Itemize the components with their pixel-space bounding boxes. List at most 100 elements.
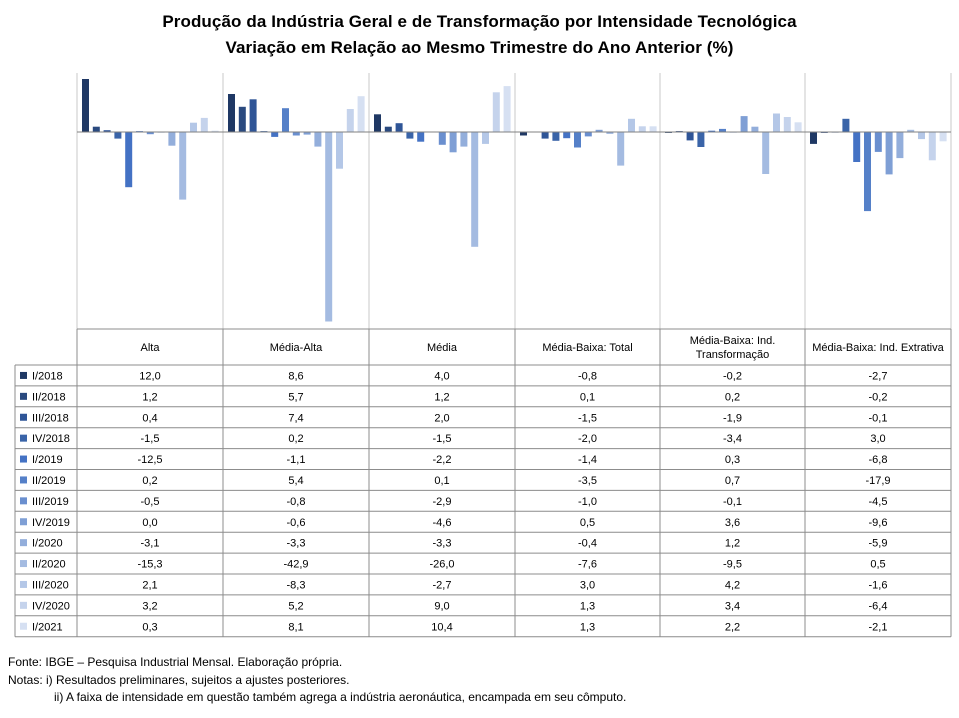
data-label: -1,5: [433, 433, 452, 445]
data-label: -2,1: [869, 621, 888, 633]
data-label: 0,2: [142, 475, 157, 487]
source-note: Fonte: IBGE – Pesquisa Industrial Mensal…: [8, 655, 343, 669]
legend-label: IV/2019: [32, 517, 70, 529]
bar: [168, 132, 176, 146]
data-label: -3,4: [723, 433, 742, 445]
data-label: 3,0: [580, 579, 595, 591]
chart-subtitle: Variação em Relação ao Mesmo Trimestre d…: [225, 38, 734, 57]
bar: [939, 132, 947, 142]
data-label: 7,4: [288, 412, 303, 424]
data-label: 4,2: [725, 579, 740, 591]
category-label: Alta: [141, 342, 161, 354]
data-label: -6,8: [869, 454, 888, 466]
note-2: ii) A faixa de intensidade em questão ta…: [54, 690, 627, 704]
bar: [200, 117, 208, 132]
legend-label: I/2021: [32, 621, 63, 633]
bar: [406, 132, 414, 139]
data-label: 3,4: [725, 600, 740, 612]
data-label: -0,4: [578, 538, 597, 550]
category-label: Média-Alta: [270, 342, 323, 354]
data-label: 0,3: [142, 621, 157, 633]
bar: [417, 132, 425, 142]
note-1: Notas: i) Resultados preliminares, sujei…: [8, 673, 350, 687]
bar: [103, 130, 111, 132]
legend-label: I/2020: [32, 538, 63, 550]
bar: [708, 130, 716, 132]
data-label: -3,3: [433, 538, 452, 550]
data-label: -0,5: [141, 496, 160, 508]
bar: [751, 126, 759, 132]
data-label: -0,2: [723, 370, 742, 382]
legend-label: IV/2018: [32, 433, 70, 445]
data-label: 1,2: [142, 391, 157, 403]
legend-swatch: [20, 580, 27, 588]
bar: [357, 96, 365, 132]
data-label: 0,2: [725, 391, 740, 403]
data-label: 0,5: [580, 517, 595, 529]
data-label: -1,1: [287, 454, 306, 466]
bar: [179, 132, 187, 200]
legend-label: III/2018: [32, 412, 69, 424]
bar: [146, 132, 154, 135]
bar: [460, 132, 468, 147]
bar: [606, 132, 614, 134]
data-label: -0,8: [287, 496, 306, 508]
data-label: -9,5: [723, 559, 742, 571]
bar: [783, 117, 791, 132]
data-label: 8,1: [288, 621, 303, 633]
data-label: -3,5: [578, 475, 597, 487]
bar: [740, 116, 748, 132]
bar: [346, 109, 354, 132]
data-label: -9,6: [869, 517, 888, 529]
data-label: -12,5: [137, 454, 162, 466]
legend-swatch: [20, 434, 27, 442]
bar: [649, 126, 657, 132]
bar: [686, 132, 694, 141]
bar: [384, 126, 392, 132]
data-label: 3,2: [142, 600, 157, 612]
data-label: -0,2: [869, 391, 888, 403]
data-label: -2,0: [578, 433, 597, 445]
data-label: -1,9: [723, 412, 742, 424]
data-label: -0,6: [287, 517, 306, 529]
legend-label: I/2019: [32, 454, 63, 466]
data-label: 1,3: [580, 600, 595, 612]
bar: [864, 132, 871, 212]
legend-swatch: [20, 413, 27, 421]
data-label: -2,9: [433, 496, 452, 508]
bar: [584, 132, 592, 137]
legend-swatch: [20, 518, 27, 526]
bar: [228, 94, 235, 132]
data-label: 2,2: [725, 621, 740, 633]
bar: [238, 106, 246, 132]
bar: [907, 129, 915, 132]
data-label: -3,3: [287, 538, 306, 550]
data-label: -26,0: [429, 559, 454, 571]
data-label: 0,4: [142, 412, 157, 424]
data-label: -1,5: [141, 433, 160, 445]
legend-swatch: [20, 560, 27, 568]
bar: [114, 132, 122, 139]
data-label: -1,0: [578, 496, 597, 508]
bar: [810, 132, 817, 144]
legend-label: III/2020: [32, 579, 69, 591]
legend-label: IV/2020: [32, 600, 70, 612]
data-label: 0,0: [142, 517, 157, 529]
legend-swatch: [20, 455, 27, 463]
bar: [303, 132, 311, 135]
bar: [92, 126, 100, 132]
data-label: 2,1: [142, 579, 157, 591]
data-label: 3,6: [725, 517, 740, 529]
data-label: -5,9: [869, 538, 888, 550]
bar: [918, 132, 925, 140]
legend-swatch: [20, 539, 27, 547]
data-label: -4,6: [433, 517, 452, 529]
legend-swatch: [20, 497, 27, 505]
bar: [374, 114, 381, 132]
data-label: 3,0: [870, 433, 885, 445]
data-label: -2,2: [433, 454, 452, 466]
data-label: 5,7: [288, 391, 303, 403]
data-label: -4,5: [869, 496, 888, 508]
bar: [482, 132, 489, 144]
